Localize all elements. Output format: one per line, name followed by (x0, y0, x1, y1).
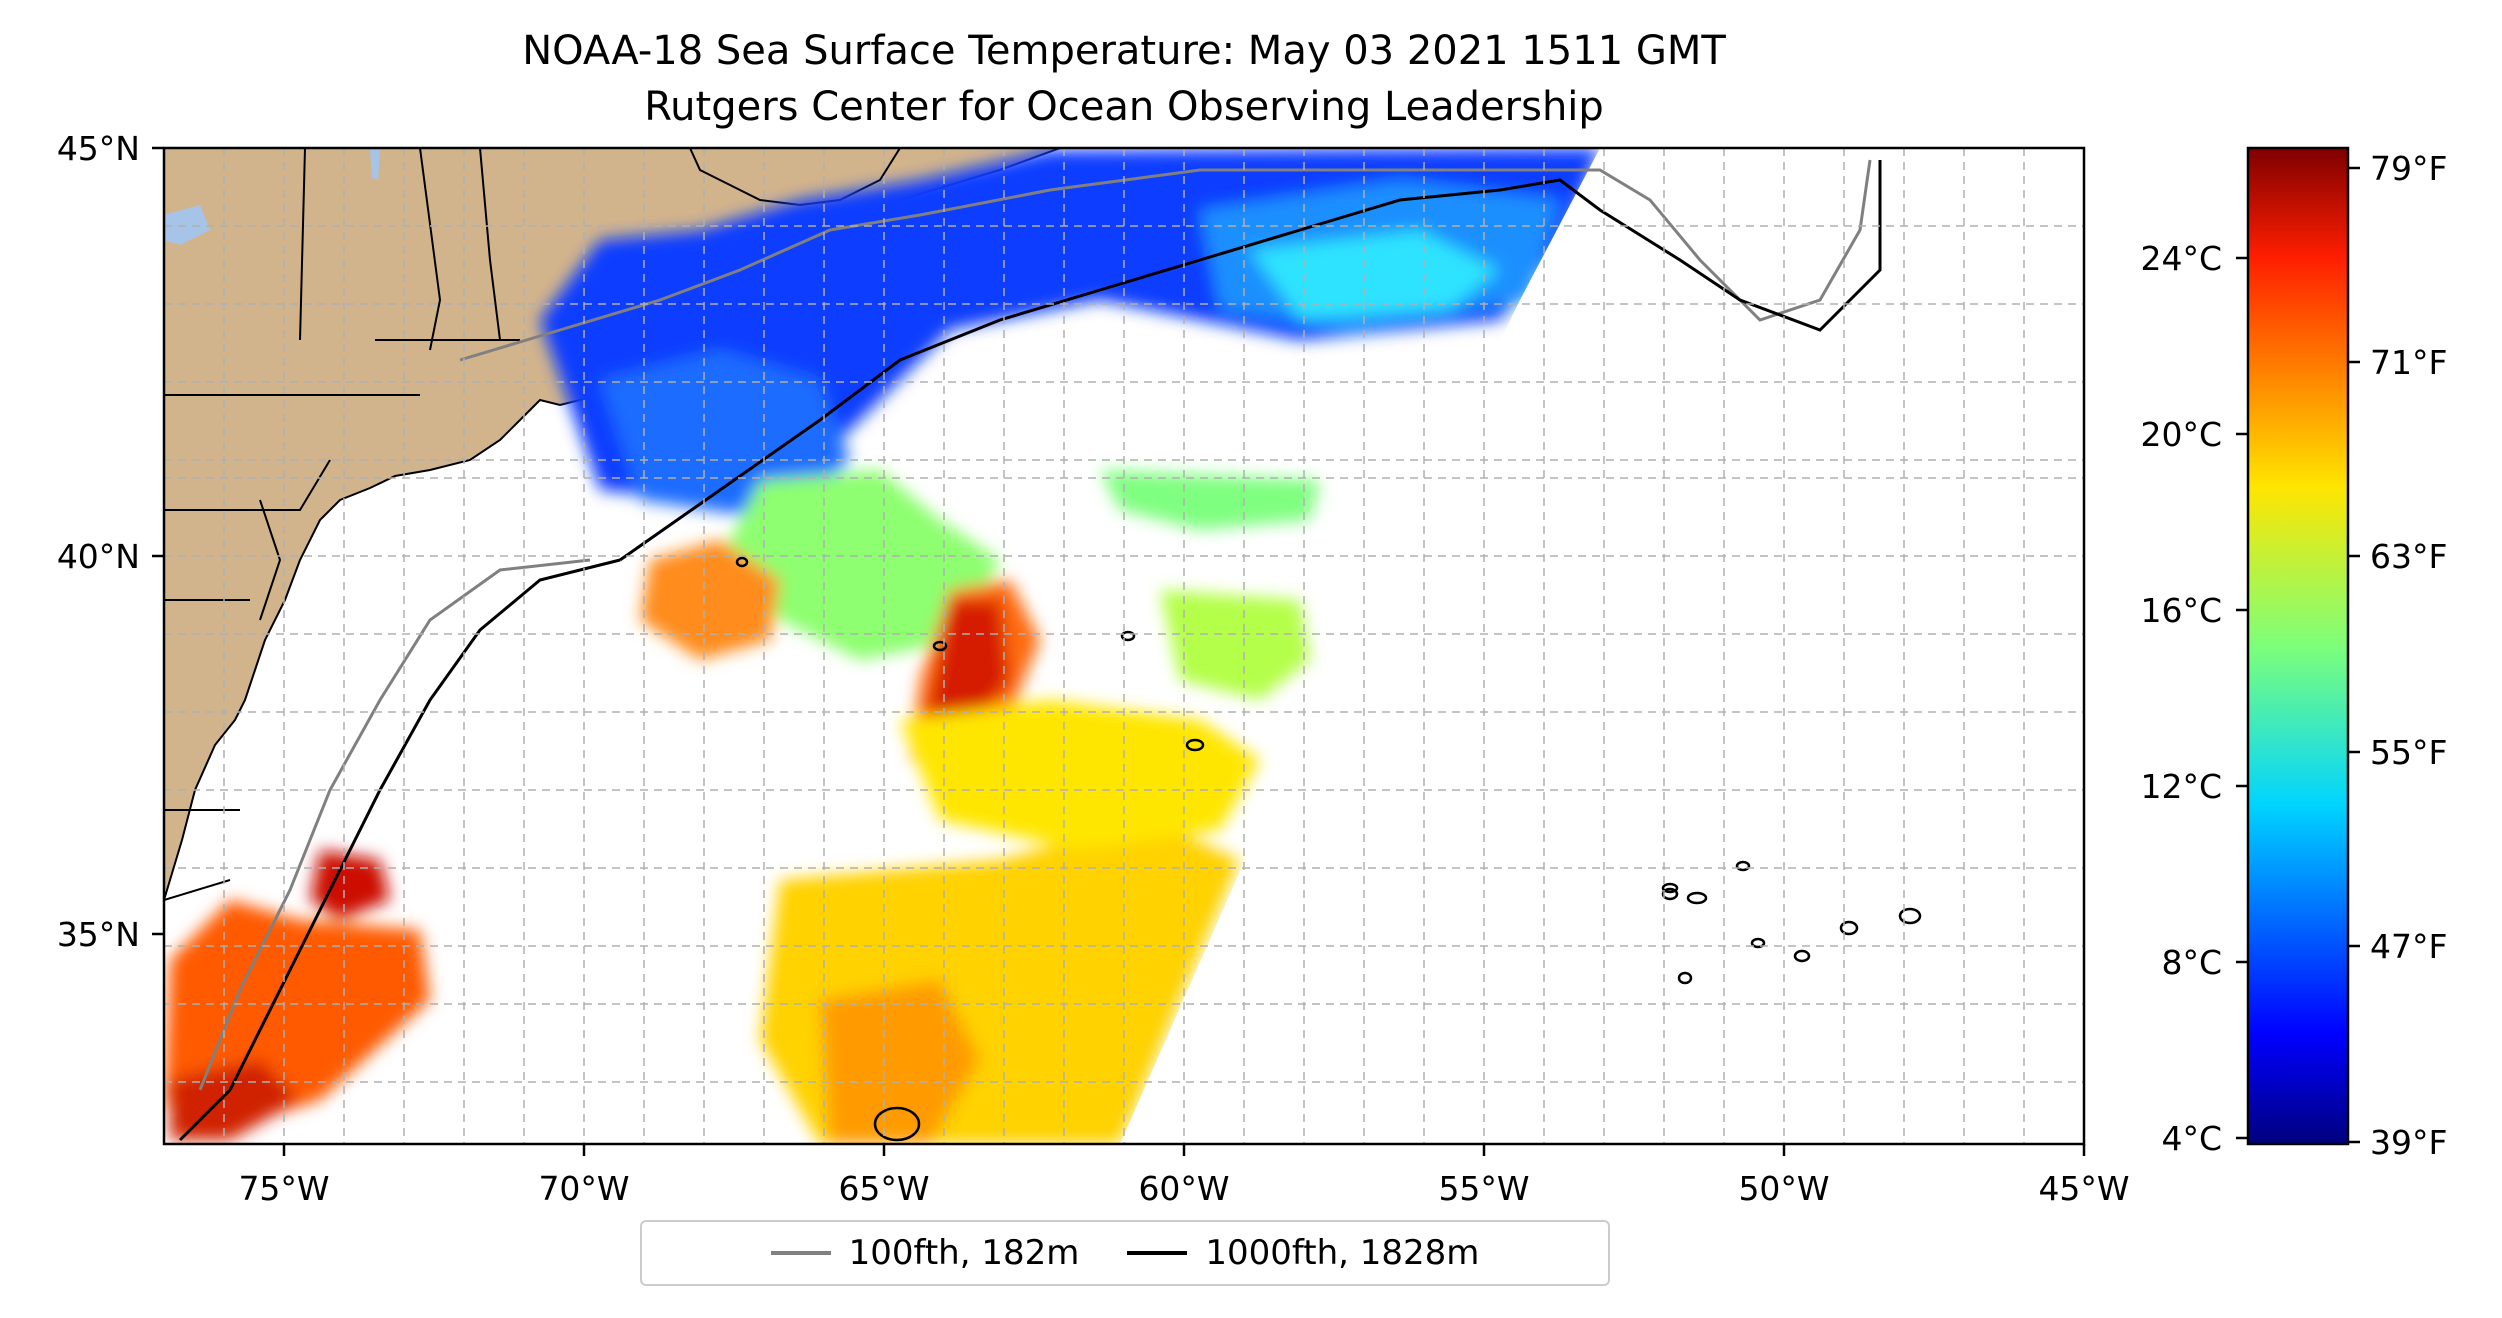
colorbar-ticks (2236, 166, 2360, 1144)
legend-label-100fth: 100fth, 182m (848, 1233, 1080, 1273)
map-frame (162, 146, 2086, 1146)
colorbar-c-label: 8°C (2161, 943, 2222, 982)
lat-label-40: 40°N (57, 537, 140, 576)
legend-swatch-1000fth (1127, 1251, 1188, 1255)
colorbar-f-label: 39°F (2370, 1123, 2447, 1162)
colorbar-f-label: 55°F (2370, 733, 2447, 772)
gridlines (164, 148, 2084, 1144)
colorbar-f-label: 63°F (2370, 537, 2447, 576)
colorbar-c-label: 12°C (2140, 767, 2222, 806)
legend-label-1000fth: 1000fth, 1828m (1205, 1233, 1480, 1273)
lakes (164, 150, 380, 245)
colorbar (2246, 146, 2350, 1146)
map-legend: 100fth, 182m 1000fth, 1828m (640, 1220, 1610, 1286)
legend-swatch-100fth (770, 1251, 831, 1255)
isobath-100fth (198, 159, 1872, 1091)
state-borders (164, 148, 520, 901)
lon-label-45: 45°W (2038, 1169, 2129, 1208)
seamounts (735, 556, 1922, 1142)
map-subtitle: Rutgers Center for Ocean Observing Leade… (644, 84, 1604, 130)
lon-label-65: 65°W (838, 1169, 929, 1208)
map-title: NOAA-18 Sea Surface Temperature: May 03 … (522, 28, 1726, 74)
lon-label-75: 75°W (238, 1169, 329, 1208)
colorbar-f-label: 71°F (2370, 343, 2447, 382)
colorbar-f-label: 79°F (2370, 149, 2447, 188)
lon-label-70: 70°W (538, 1169, 629, 1208)
map-area (164, 148, 2084, 1144)
lon-label-55: 55°W (1438, 1169, 1529, 1208)
colorbar-c-label: 20°C (2140, 415, 2222, 454)
colorbar-c-label: 24°C (2140, 239, 2222, 278)
swath-mask (1120, 148, 2084, 1144)
lon-label-60: 60°W (1138, 1169, 1229, 1208)
colorbar-c-label: 4°C (2161, 1119, 2222, 1158)
colorbar-f-label: 47°F (2370, 927, 2447, 966)
legend-item-1000fth: 1000fth, 1828m (1127, 1233, 1479, 1273)
lat-label-45: 45°N (57, 129, 140, 168)
lon-label-50: 50°W (1738, 1169, 1829, 1208)
sst-field (164, 148, 1600, 1144)
legend-item-100fth: 100fth, 182m (770, 1233, 1080, 1273)
lat-label-35: 35°N (57, 915, 140, 954)
colorbar-c-label: 16°C (2140, 591, 2222, 630)
axis-ticks (152, 146, 2086, 1156)
